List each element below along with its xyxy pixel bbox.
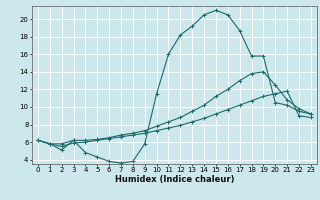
X-axis label: Humidex (Indice chaleur): Humidex (Indice chaleur): [115, 175, 234, 184]
